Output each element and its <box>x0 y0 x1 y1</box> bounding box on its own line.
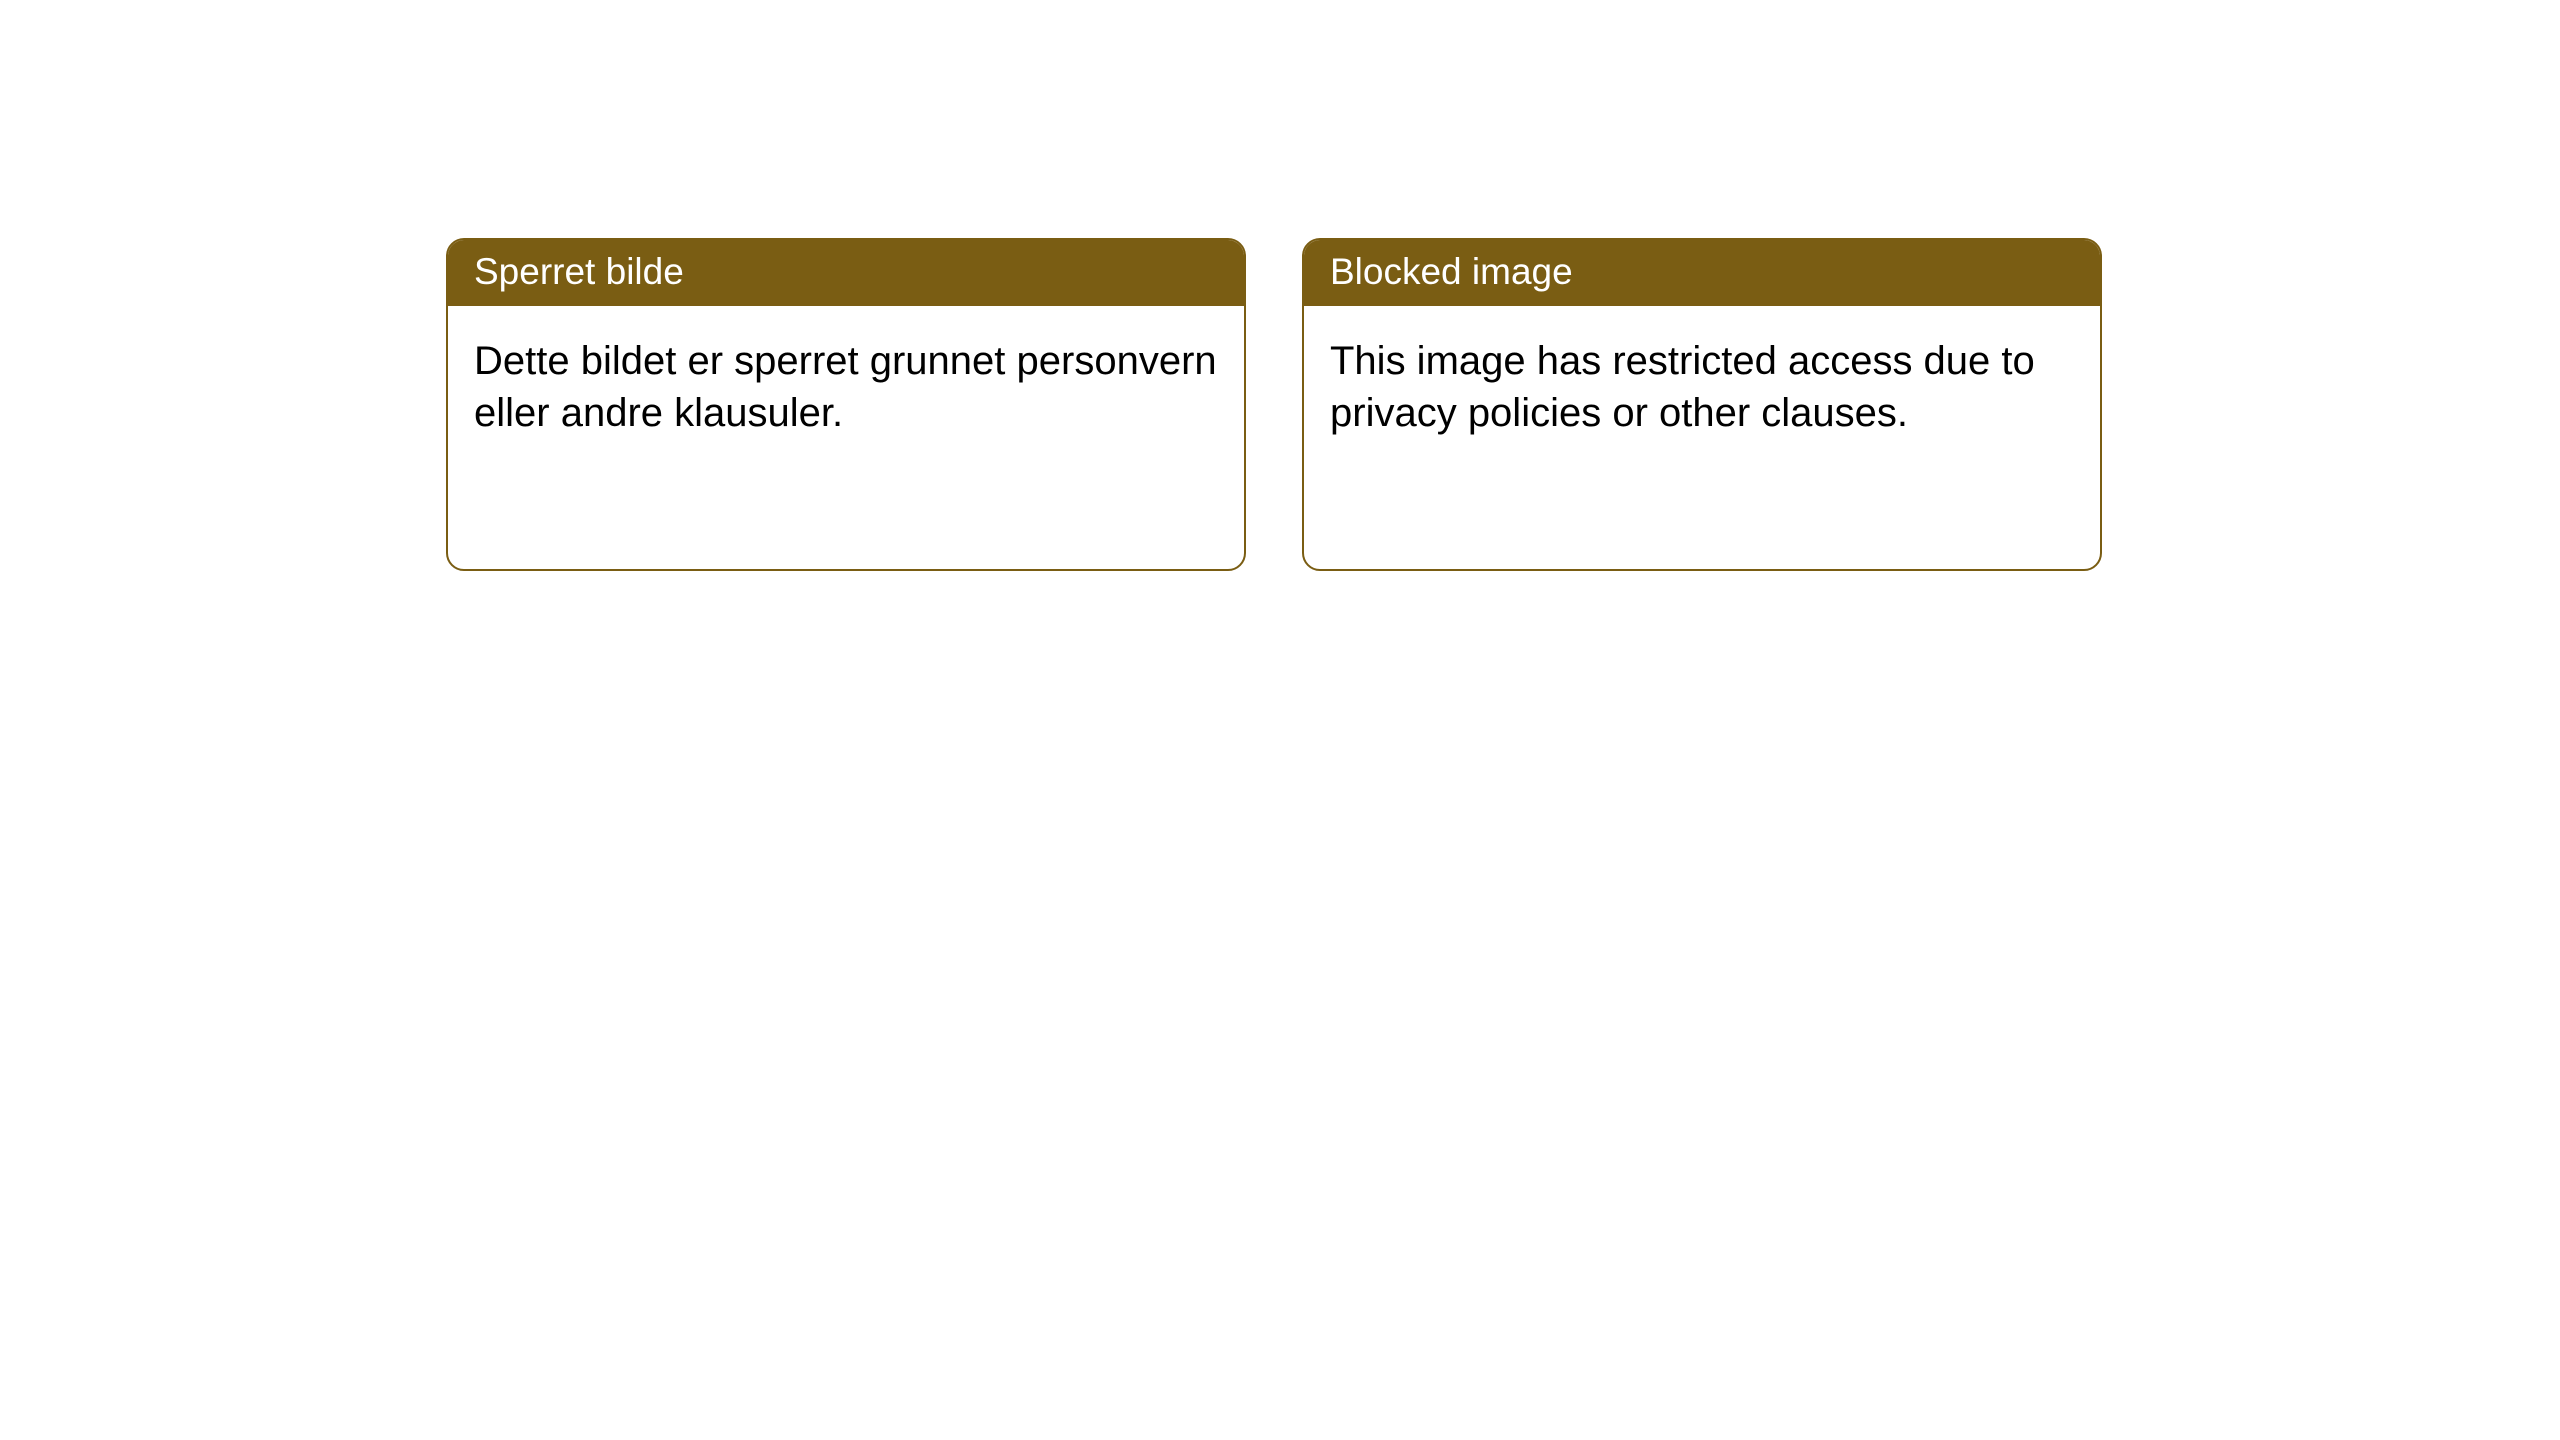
notice-card-body: Dette bildet er sperret grunnet personve… <box>448 306 1244 468</box>
notice-card-norwegian: Sperret bilde Dette bildet er sperret gr… <box>446 238 1246 571</box>
notice-card-title: Sperret bilde <box>448 240 1244 306</box>
notice-card-body: This image has restricted access due to … <box>1304 306 2100 468</box>
notice-card-title: Blocked image <box>1304 240 2100 306</box>
notice-container: Sperret bilde Dette bildet er sperret gr… <box>0 0 2560 571</box>
notice-card-english: Blocked image This image has restricted … <box>1302 238 2102 571</box>
